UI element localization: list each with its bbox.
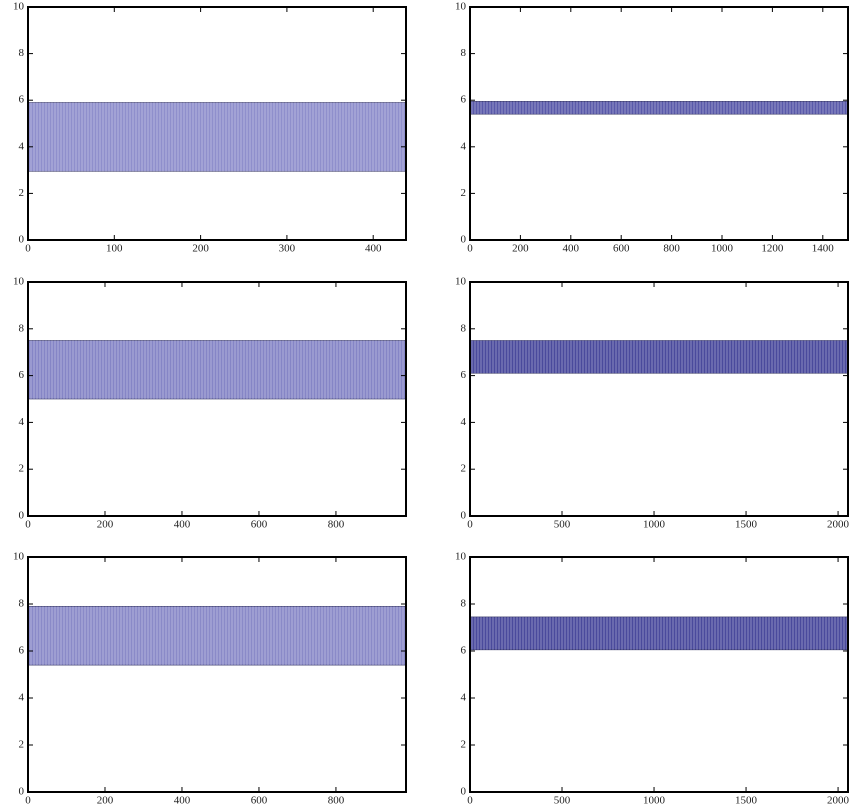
- x-tick-label: 800: [328, 519, 345, 531]
- y-tick-label: 2: [19, 187, 25, 199]
- x-tick-label: 800: [328, 795, 345, 807]
- y-tick-label: 4: [19, 692, 25, 704]
- x-tick-label: 1400: [812, 243, 835, 255]
- y-tick-label: 2: [19, 463, 25, 475]
- y-tick-label: 6: [19, 645, 25, 657]
- x-tick-label: 600: [251, 519, 268, 531]
- y-tick-label: 0: [19, 510, 25, 522]
- x-tick-label: 600: [613, 243, 630, 255]
- x-tick-label: 0: [467, 519, 473, 531]
- band-texture: [470, 340, 848, 374]
- plot-frame: [27, 6, 407, 241]
- y-tick-label: 4: [461, 692, 467, 704]
- x-tick-label: 500: [554, 519, 571, 531]
- band-texture: [28, 102, 406, 172]
- y-tick-label: 2: [461, 739, 467, 751]
- y-tick-label: 4: [461, 140, 467, 152]
- x-tick-label: 1000: [643, 795, 666, 807]
- band-texture: [470, 101, 848, 115]
- x-tick-label: 1000: [643, 519, 666, 531]
- y-tick-label: 8: [461, 322, 467, 334]
- y-tick-label: 8: [461, 598, 467, 610]
- x-tick-label: 200: [192, 243, 209, 255]
- x-tick-label: 300: [279, 243, 296, 255]
- plot-frame: [469, 556, 849, 793]
- y-tick-label: 2: [461, 187, 467, 199]
- x-tick-label: 100: [106, 243, 123, 255]
- y-tick-label: 8: [19, 598, 25, 610]
- y-tick-label: 0: [461, 510, 467, 522]
- y-tick-label: 6: [19, 94, 25, 106]
- x-tick-label: 400: [174, 519, 191, 531]
- band-texture: [28, 340, 406, 399]
- y-tick-label: 10: [13, 551, 25, 563]
- x-tick-label: 1000: [711, 243, 734, 255]
- y-tick-label: 0: [19, 234, 25, 246]
- y-tick-label: 0: [461, 786, 467, 798]
- y-tick-label: 6: [461, 94, 467, 106]
- x-tick-label: 600: [251, 795, 268, 807]
- x-tick-label: 500: [554, 795, 571, 807]
- band-texture: [470, 616, 848, 650]
- x-tick-label: 1500: [735, 795, 758, 807]
- x-tick-label: 200: [97, 795, 114, 807]
- x-tick-label: 0: [25, 795, 31, 807]
- plot-frame: [469, 6, 849, 241]
- y-tick-label: 8: [19, 47, 25, 59]
- plot-frame: [469, 281, 849, 517]
- x-tick-label: 200: [512, 243, 529, 255]
- y-tick-label: 10: [13, 1, 25, 13]
- y-tick-label: 4: [461, 416, 467, 428]
- x-tick-label: 0: [25, 519, 31, 531]
- x-tick-label: 400: [563, 243, 580, 255]
- plot-frame: [27, 556, 407, 793]
- y-tick-label: 8: [461, 47, 467, 59]
- band-texture: [28, 606, 406, 666]
- x-tick-label: 200: [97, 519, 114, 531]
- y-tick-label: 10: [455, 551, 467, 563]
- x-tick-label: 2000: [827, 519, 850, 531]
- y-tick-label: 2: [461, 463, 467, 475]
- x-tick-label: 0: [467, 243, 473, 255]
- plot-frame: [27, 281, 407, 517]
- y-tick-label: 4: [19, 416, 25, 428]
- x-tick-label: 0: [25, 243, 31, 255]
- x-tick-label: 1200: [761, 243, 784, 255]
- y-tick-label: 10: [13, 276, 25, 288]
- y-tick-label: 10: [455, 1, 467, 13]
- y-tick-label: 0: [19, 786, 25, 798]
- x-tick-label: 0: [467, 795, 473, 807]
- y-tick-label: 0: [461, 234, 467, 246]
- y-tick-label: 4: [19, 140, 25, 152]
- x-tick-label: 800: [663, 243, 680, 255]
- y-tick-label: 6: [461, 645, 467, 657]
- x-tick-label: 400: [365, 243, 382, 255]
- y-tick-label: 8: [19, 322, 25, 334]
- y-tick-label: 6: [19, 369, 25, 381]
- y-tick-label: 2: [19, 739, 25, 751]
- x-tick-label: 2000: [827, 795, 850, 807]
- x-tick-label: 1500: [735, 519, 758, 531]
- y-tick-label: 6: [461, 369, 467, 381]
- x-tick-label: 400: [174, 795, 191, 807]
- y-tick-label: 10: [455, 276, 467, 288]
